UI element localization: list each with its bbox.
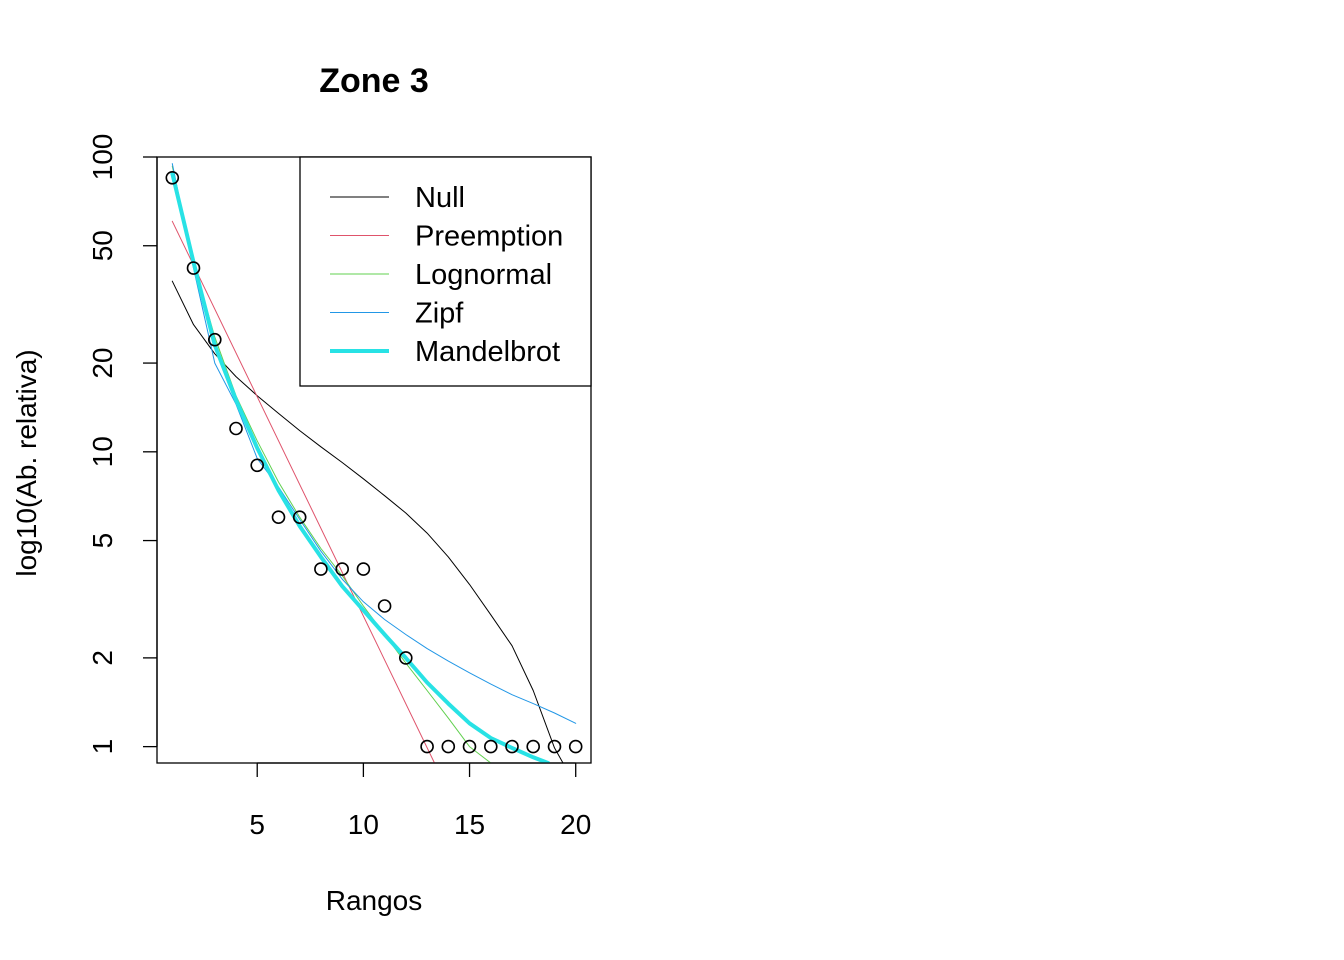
- y-tick-label: 1: [87, 739, 118, 755]
- x-tick-label: 10: [348, 809, 379, 840]
- y-tick-label: 5: [87, 533, 118, 549]
- series-line-lognormal: [171, 165, 492, 763]
- legend-label-mandelbrot: Mandelbrot: [415, 336, 560, 368]
- data-point: [208, 332, 222, 347]
- data-point: [568, 739, 583, 754]
- data-point: [398, 651, 413, 665]
- legend-label-zipf: Zipf: [415, 298, 464, 330]
- data-point: [441, 739, 456, 754]
- y-tick-label: 20: [87, 348, 118, 379]
- legend-box: [299, 156, 592, 387]
- series-line-preemption: [171, 220, 435, 763]
- y-tick-label: 2: [87, 650, 118, 666]
- series-line-zipf: [171, 163, 577, 724]
- y-axis-title: log10(Ab. relativa): [11, 349, 42, 576]
- y-axis: 1 2 5 10 20 50 100: [87, 134, 158, 755]
- legend-label-null: Null: [415, 182, 465, 214]
- series-group: [170, 163, 577, 763]
- y-tick-label: 10: [87, 436, 118, 467]
- series-line-mandelbrot: [170, 171, 551, 763]
- x-axis: 5 10 15 20: [249, 762, 591, 840]
- data-point: [547, 739, 562, 754]
- data-point: [420, 739, 434, 754]
- data-point: [271, 510, 286, 525]
- legend-items: Null Preemption Lognormal Zipf Mandelbrot: [330, 182, 563, 368]
- data-point: [505, 739, 519, 754]
- data-point: [462, 739, 477, 754]
- data-point: [314, 562, 328, 576]
- y-tick-label: 100: [87, 134, 118, 181]
- legend: Null Preemption Lognormal Zipf Mandelbrot: [299, 156, 592, 387]
- data-point: [377, 599, 392, 613]
- x-tick-label: 15: [454, 809, 485, 840]
- y-tick-label: 50: [87, 230, 118, 261]
- x-tick-label: 20: [560, 809, 591, 840]
- legend-label-lognormal: Lognormal: [415, 259, 552, 291]
- data-point: [292, 510, 307, 525]
- x-axis-title: Rangos: [326, 885, 423, 916]
- data-point: [229, 421, 243, 436]
- legend-label-preemption: Preemption: [415, 221, 563, 253]
- data-point: [186, 261, 201, 275]
- series-line-null: [171, 280, 564, 763]
- data-point: [165, 171, 180, 185]
- chart-title: Zone 3: [319, 62, 429, 100]
- data-point: [335, 562, 350, 576]
- data-point: [356, 562, 371, 576]
- points-group: [165, 171, 583, 754]
- data-point: [483, 739, 498, 754]
- x-tick-label: 5: [249, 809, 265, 840]
- data-point: [526, 739, 541, 754]
- data-point: [250, 458, 265, 473]
